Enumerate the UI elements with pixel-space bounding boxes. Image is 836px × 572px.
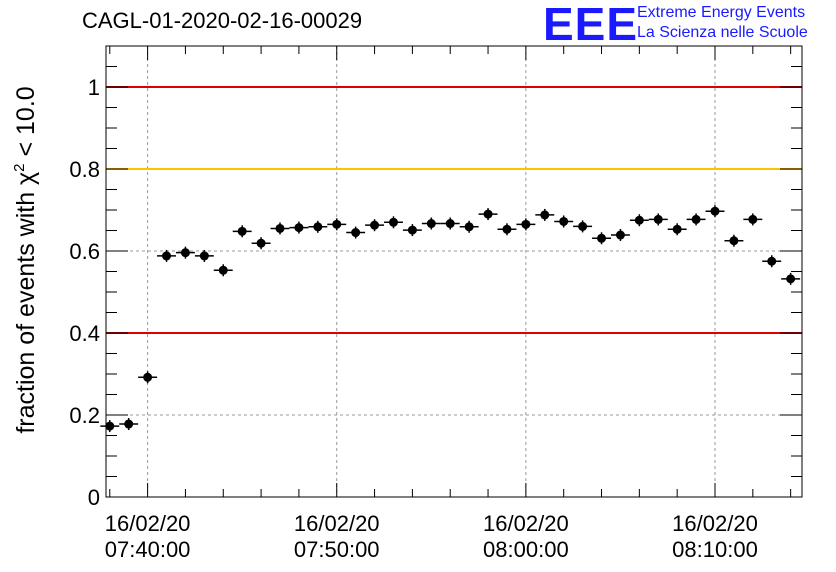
data-point [426, 219, 436, 229]
data-point [653, 214, 663, 224]
data-point [710, 206, 720, 216]
axis-ticks [106, 45, 802, 498]
data-point [540, 210, 550, 220]
data-point [180, 248, 190, 258]
y-tick-label: 0.8 [69, 157, 100, 182]
data-point [162, 251, 172, 261]
x-tick-labels: 16/02/2007:40:0016/02/2007:50:0016/02/20… [105, 511, 758, 562]
data-point [105, 421, 115, 431]
y-tick-label: 0.6 [69, 239, 100, 264]
data-point [407, 225, 417, 235]
data-point [124, 419, 134, 429]
logo-caption: Extreme Energy Events La Scienza nelle S… [637, 3, 808, 43]
data-point [729, 236, 739, 246]
data-point [502, 224, 512, 234]
data-point [294, 223, 304, 233]
y-tick-label: 0 [88, 485, 100, 510]
y-axis-label-sup: 2 [11, 163, 28, 171]
data-point [370, 220, 380, 230]
x-tick-label-date: 16/02/20 [105, 511, 191, 536]
data-point [218, 265, 228, 275]
logo-line1: Extreme Energy Events [637, 4, 806, 21]
eee-logo: EEE [543, 0, 639, 50]
data-point [313, 222, 323, 232]
data-point [445, 219, 455, 229]
grid-lines [106, 46, 802, 497]
data-point [767, 256, 777, 266]
reference-lines [106, 86, 802, 334]
data-points [100, 205, 801, 433]
data-point [597, 233, 607, 243]
data-point [256, 238, 266, 248]
x-tick-label-date: 16/02/20 [483, 511, 569, 536]
data-point [521, 219, 531, 229]
data-point [691, 214, 701, 224]
chart-title: CAGL-01-2020-02-16-00029 [82, 8, 363, 33]
data-point [786, 274, 796, 284]
plot-frame [105, 45, 803, 498]
logo-line2: La Scienza nelle Scuole [637, 24, 808, 41]
x-tick-label-time: 07:50:00 [294, 537, 380, 562]
data-point [351, 228, 361, 238]
y-axis-label-main: fraction of events with [12, 185, 40, 434]
data-point [748, 214, 758, 224]
data-point [275, 223, 285, 233]
data-point [559, 216, 569, 226]
y-tick-label: 0.2 [69, 403, 100, 428]
data-point [634, 215, 644, 225]
y-axis-label: fraction of events with χ2 < 10.0 [11, 86, 40, 433]
data-point [464, 222, 474, 232]
x-tick-label-time: 08:00:00 [483, 537, 569, 562]
data-point [672, 224, 682, 234]
data-point [237, 226, 247, 236]
x-tick-label-date: 16/02/20 [672, 511, 758, 536]
x-tick-label-time: 07:40:00 [105, 537, 191, 562]
x-tick-label-date: 16/02/20 [294, 511, 380, 536]
data-point [199, 251, 209, 261]
data-point [143, 372, 153, 382]
data-point [332, 219, 342, 229]
data-point [388, 217, 398, 227]
y-axis-label-chi: χ [12, 172, 40, 185]
y-axis-label-tail: < 10.0 [12, 86, 40, 163]
data-point [615, 230, 625, 240]
y-tick-label: 1 [88, 75, 100, 100]
x-tick-label-time: 08:10:00 [672, 537, 758, 562]
y-tick-label: 0.4 [69, 321, 100, 346]
data-point [578, 221, 588, 231]
data-point [483, 209, 493, 219]
y-tick-labels: 0 0.2 0.4 0.6 0.8 1 [69, 75, 100, 510]
